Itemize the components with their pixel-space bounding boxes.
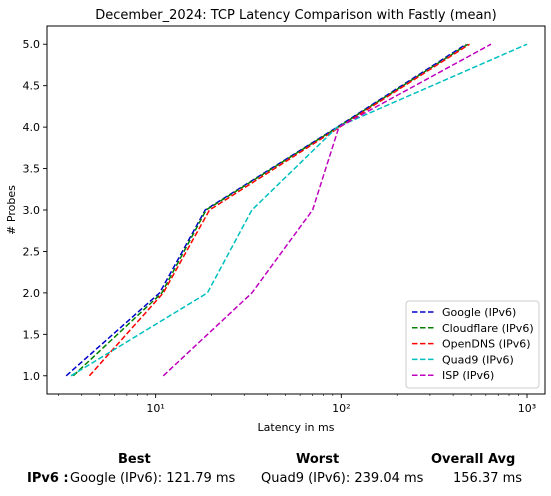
best-header: Best xyxy=(118,452,151,467)
x-axis-label: Latency in ms xyxy=(258,421,335,434)
x-tick-label: 10¹ xyxy=(146,402,164,415)
y-tick-label: 3.5 xyxy=(23,163,41,176)
y-tick-label: 1.0 xyxy=(23,370,41,383)
y-axis: 1.0 1.5 2.0 2.5 3.0 3.5 4.0 4.5 5.0 xyxy=(23,38,47,383)
worst-value: Quad9 (IPv6): 239.04 ms xyxy=(261,471,424,486)
legend: Google (IPv6) Cloudflare (IPv6) OpenDNS (I… xyxy=(405,300,540,389)
y-tick-label: 4.5 xyxy=(23,80,41,93)
y-tick-label: 4.0 xyxy=(23,121,41,134)
series-line-isp-ipv6 xyxy=(162,43,492,377)
legend-label: OpenDNS (IPv6) xyxy=(442,338,531,351)
overall-avg-value: 156.37 ms xyxy=(453,471,523,486)
legend-label: Quad9 (IPv6) xyxy=(442,353,514,366)
x-tick-label: 10³ xyxy=(518,402,536,415)
latency-chart: December_2024: TCP Latency Comparison wi… xyxy=(5,8,546,434)
y-tick-label: 1.5 xyxy=(23,328,41,341)
y-tick-label: 5.0 xyxy=(23,38,41,51)
x-tick-label: 10² xyxy=(332,402,350,415)
y-tick-label: 2.0 xyxy=(23,287,41,300)
overall-avg-header: Overall Avg xyxy=(431,452,516,467)
legend-label: Cloudflare (IPv6) xyxy=(442,322,534,335)
series-line-quad9-ipv6 xyxy=(70,43,528,377)
legend-box xyxy=(405,300,540,389)
y-tick-label: 3.0 xyxy=(23,204,41,217)
chart-title: December_2024: TCP Latency Comparison wi… xyxy=(95,8,497,23)
legend-label: Google (IPv6) xyxy=(442,306,516,319)
worst-header: Worst xyxy=(296,452,340,467)
series-layer xyxy=(65,43,528,377)
ipv6-row-label: IPv6 : xyxy=(27,471,69,486)
y-tick-label: 2.5 xyxy=(23,245,41,258)
legend-label: ISP (IPv6) xyxy=(442,369,494,382)
series-line-cloudflare-ipv6 xyxy=(72,43,469,377)
series-line-opendns-ipv6 xyxy=(88,43,470,377)
series-line-google-ipv6 xyxy=(65,43,467,377)
best-value: Google (IPv6): 121.79 ms xyxy=(70,471,236,486)
x-axis: 10¹ 10² 10³ xyxy=(58,394,536,415)
y-axis-label: # Probes xyxy=(5,185,18,235)
